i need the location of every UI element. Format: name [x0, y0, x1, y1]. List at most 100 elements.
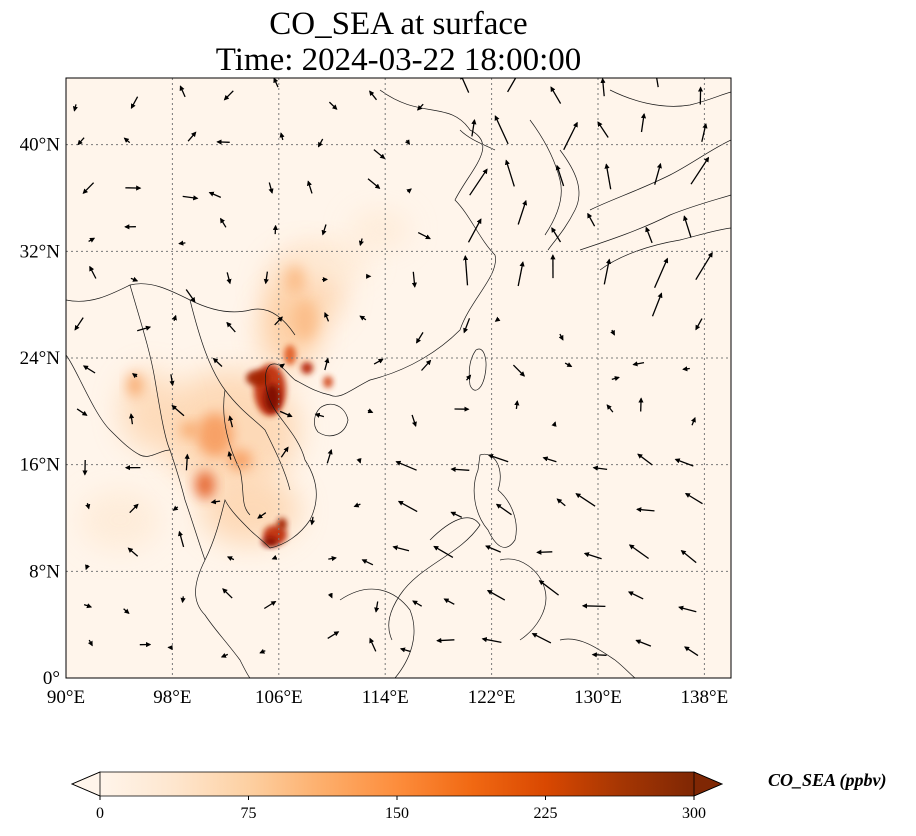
wind-arrow	[628, 544, 649, 560]
wind-arrow	[556, 498, 566, 507]
wind-arrow	[460, 78, 470, 93]
y-tick-label: 16°N	[20, 455, 61, 476]
wind-arrow	[512, 364, 526, 377]
wind-arrow	[324, 357, 330, 371]
wind-arrow	[637, 453, 653, 466]
wind-arrow	[538, 580, 559, 596]
colorbar: 0 75 150 225 300	[70, 771, 724, 822]
wind-arrow	[77, 137, 85, 146]
wind-arrow	[517, 199, 528, 225]
wind-arrow	[606, 404, 614, 413]
wind-arrow	[397, 500, 418, 513]
co-concentration-field	[80, 210, 410, 550]
wind-arrow	[356, 457, 362, 464]
map-subtitle-time: Time: 2024-03-22 18:00:00	[215, 42, 582, 78]
y-axis-tick-labels: 0° 8°N 16°N 24°N 32°N 40°N	[20, 135, 61, 689]
wind-arrow	[226, 272, 232, 285]
wind-vectors	[72, 78, 713, 658]
wind-arrow	[551, 227, 562, 243]
wind-arrow	[640, 112, 647, 133]
y-tick-label: 24°N	[20, 348, 61, 369]
wind-arrow	[558, 333, 564, 341]
colorbar-tick-label: 150	[385, 805, 409, 822]
wind-arrow	[367, 178, 381, 189]
wind-arrow	[280, 446, 289, 458]
wind-arrow	[184, 453, 190, 471]
wind-arrow	[259, 648, 266, 654]
wind-arrow	[610, 329, 615, 336]
wind-arrow	[210, 499, 221, 505]
wind-arrow	[222, 588, 233, 599]
wind-arrow	[674, 458, 694, 467]
wind-arrow	[279, 132, 285, 141]
map-frame	[65, 77, 732, 679]
wind-arrow	[130, 276, 139, 282]
wind-arrow	[504, 159, 515, 187]
wind-arrow	[517, 261, 525, 287]
wind-arrow	[463, 254, 469, 286]
wind-arrow	[611, 376, 620, 382]
wind-arrow	[212, 357, 223, 367]
wind-arrow	[324, 311, 330, 322]
wind-arrow	[327, 631, 340, 639]
colorbar-label: CO_SEA (ppbv)	[768, 770, 887, 790]
colorbar-tick-labels: 0 75 150 225 300	[96, 796, 706, 822]
wind-arrow	[636, 507, 655, 513]
wind-arrow	[645, 226, 653, 244]
gridlines	[66, 78, 731, 678]
wind-arrow	[507, 78, 517, 93]
x-tick-label: 138°E	[681, 687, 729, 708]
wind-arrow	[306, 180, 313, 194]
wind-arrow	[412, 600, 423, 607]
wind-arrow	[359, 315, 367, 321]
x-tick-label: 98°E	[153, 687, 191, 708]
colorbar-tick-label: 0	[96, 805, 104, 822]
y-tick-label: 40°N	[20, 135, 61, 156]
wind-arrow	[123, 137, 131, 144]
wind-arrow	[185, 289, 196, 303]
wind-arrow	[369, 90, 378, 101]
wind-arrow	[220, 652, 229, 658]
wind-arrow	[227, 450, 233, 460]
wind-arrow	[592, 465, 608, 471]
wind-arrow	[678, 605, 697, 613]
wind-arrow	[463, 318, 471, 334]
wind-arrow	[326, 449, 333, 464]
wind-arrow	[494, 316, 501, 322]
colorbar-extend-low	[70, 771, 101, 797]
colorbar-tick-label: 75	[241, 805, 257, 822]
wind-arrow	[226, 556, 235, 561]
wind-arrow	[416, 332, 424, 344]
wind-arrow	[635, 639, 652, 647]
colorbar-extend-high	[693, 771, 724, 797]
wind-arrow	[279, 363, 285, 369]
wind-arrow	[208, 191, 222, 198]
wind-arrow	[314, 412, 325, 418]
wind-arrow	[436, 637, 455, 644]
wind-arrow	[684, 646, 699, 657]
wind-arrow	[74, 317, 84, 331]
wind-arrow	[123, 608, 130, 614]
colorbar-tick-label: 225	[534, 805, 558, 822]
wind-arrow	[130, 96, 139, 110]
y-tick-label: 8°N	[29, 561, 60, 582]
wind-arrow	[654, 162, 662, 185]
wind-arrow	[495, 503, 512, 516]
wind-arrow	[369, 637, 377, 652]
wind-arrow	[179, 85, 186, 98]
wind-arrow	[416, 103, 424, 111]
wind-arrow	[169, 374, 175, 387]
wind-arrow	[411, 271, 417, 288]
wind-arrow	[485, 545, 501, 553]
wind-arrow	[171, 314, 177, 321]
wind-arrow	[465, 374, 472, 381]
wind-arrow	[85, 564, 90, 571]
x-tick-label: 130°E	[574, 687, 622, 708]
wind-arrow	[76, 408, 88, 416]
wind-arrow	[127, 547, 139, 557]
wind-arrow	[683, 215, 692, 238]
wind-arrow	[257, 512, 267, 519]
wind-arrow	[550, 86, 562, 104]
wind-arrow	[404, 139, 410, 146]
wind-arrow	[600, 78, 606, 97]
